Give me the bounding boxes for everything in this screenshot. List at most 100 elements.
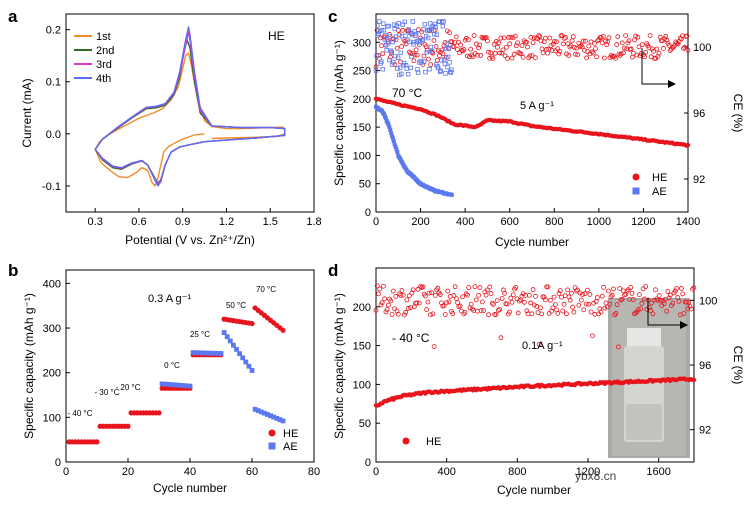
- data-point-he: [280, 327, 286, 333]
- ce-point-ae: [386, 23, 391, 29]
- ce-point-he: [580, 292, 585, 297]
- ce-point-he: [440, 51, 446, 57]
- ce-point-he: [444, 300, 449, 306]
- data-point-ae: [240, 355, 246, 361]
- ce-point-he: [531, 302, 537, 308]
- legend-label-4th: 4th: [96, 73, 111, 85]
- x-tick-label: 1.5: [263, 216, 278, 228]
- ce-point-ae: [448, 70, 454, 75]
- ce-point-he: [573, 51, 578, 57]
- temp-label-b: 0 °C: [164, 361, 180, 370]
- ce-point-he: [421, 53, 427, 59]
- data-point-ae: [184, 383, 190, 389]
- x-tick-label: 1400: [676, 216, 700, 228]
- ce-point-he: [393, 37, 399, 43]
- ce-point-he: [688, 306, 694, 312]
- ce-point-he: [612, 312, 618, 318]
- ce-point-he: [584, 55, 589, 61]
- ce-point-ae: [384, 47, 389, 53]
- ce-point-ae: [381, 27, 387, 33]
- temp-label-b: 50 °C: [226, 301, 246, 310]
- ce-point-he: [400, 292, 406, 298]
- ce-point-ae: [377, 19, 382, 24]
- ce-point-ae: [395, 55, 401, 60]
- ce-point-he: [487, 284, 493, 290]
- capacity-point-ae: [390, 133, 395, 138]
- ce-point-he: [567, 44, 573, 50]
- ce-point-he: [446, 299, 452, 305]
- capacity-point-ae: [387, 125, 392, 130]
- ce-point-he: [594, 295, 600, 300]
- x-tick-label: 600: [501, 216, 519, 228]
- ce-point-he: [402, 312, 407, 318]
- ce-point-ae: [413, 31, 419, 37]
- ce-point-he: [608, 294, 614, 299]
- ce-point-he: [546, 310, 552, 316]
- y-tick-label: 100: [43, 412, 61, 424]
- y-tick-label: 0.2: [46, 25, 61, 37]
- y-tick-label: 0.0: [46, 129, 61, 141]
- ce-point-he: [408, 51, 413, 56]
- ce-point-he: [529, 53, 535, 58]
- ce-point-he: [684, 299, 689, 305]
- ce-point-he: [496, 307, 501, 313]
- ce-point-he: [686, 299, 692, 305]
- ce-point-he: [554, 39, 559, 45]
- ce-point-he: [537, 34, 543, 39]
- ce-point-he: [567, 297, 573, 303]
- ce-point-he: [479, 34, 485, 40]
- temp-label-b: - 30 °C: [95, 388, 120, 397]
- ce-point-ae: [381, 21, 386, 26]
- ce-point-he: [508, 34, 514, 40]
- plot-frame-c: [375, 13, 689, 213]
- ce-point-he: [515, 40, 520, 46]
- ce-point-he: [493, 312, 499, 318]
- ce-point-he: [577, 44, 583, 49]
- ce-point-ae: [382, 37, 387, 42]
- ce-point-he: [560, 308, 566, 314]
- ce-point-he: [664, 308, 670, 314]
- ce-point-he: [622, 45, 627, 51]
- ce-point-he: [460, 48, 466, 54]
- legend-label-he: HE: [652, 172, 667, 184]
- ce-point-he: [687, 304, 693, 310]
- ce-point-ae: [415, 70, 421, 75]
- data-point-ae: [231, 342, 236, 348]
- ce-point-ae: [423, 69, 428, 75]
- ce-point-he: [517, 298, 522, 304]
- y2-tick-label: 100: [699, 295, 717, 307]
- ce-point-he: [376, 291, 381, 297]
- ce-point-he: [578, 297, 584, 303]
- ce-point-he: [594, 54, 600, 60]
- ce-point-he: [435, 285, 441, 291]
- ce-point-he: [604, 304, 610, 310]
- ce-point-he: [424, 307, 430, 312]
- ce-point-ae: [424, 50, 430, 55]
- ce-point-ae: [408, 65, 413, 71]
- ce-point-he: [585, 287, 590, 293]
- x-tick-label: 0: [373, 466, 379, 478]
- ce-point-ae: [419, 60, 424, 65]
- ce-point-he: [595, 38, 601, 44]
- ce-point-he: [614, 302, 620, 308]
- ce-point-he: [681, 46, 686, 51]
- ce-point-he: [551, 39, 557, 44]
- ce-point-he: [392, 306, 397, 312]
- ce-point-he: [447, 30, 452, 36]
- ce-point-he: [464, 53, 470, 59]
- data-point-ae: [206, 350, 211, 356]
- ce-point-he: [465, 292, 470, 298]
- ce-point-he: [524, 308, 530, 314]
- capacity-point-ae: [392, 142, 397, 147]
- ce-point-ae: [396, 21, 401, 26]
- x-tick-label: 400: [456, 216, 474, 228]
- ce-point-he: [483, 292, 489, 298]
- ce-point-he: [639, 301, 645, 306]
- ce-point-ae: [421, 59, 427, 64]
- ce-point-ae: [391, 59, 396, 65]
- data-point-ae: [196, 350, 202, 356]
- ce-point-he: [518, 51, 524, 57]
- data-point-ae: [162, 381, 168, 387]
- ce-point-he: [426, 290, 432, 296]
- ce-point-he: [582, 291, 588, 297]
